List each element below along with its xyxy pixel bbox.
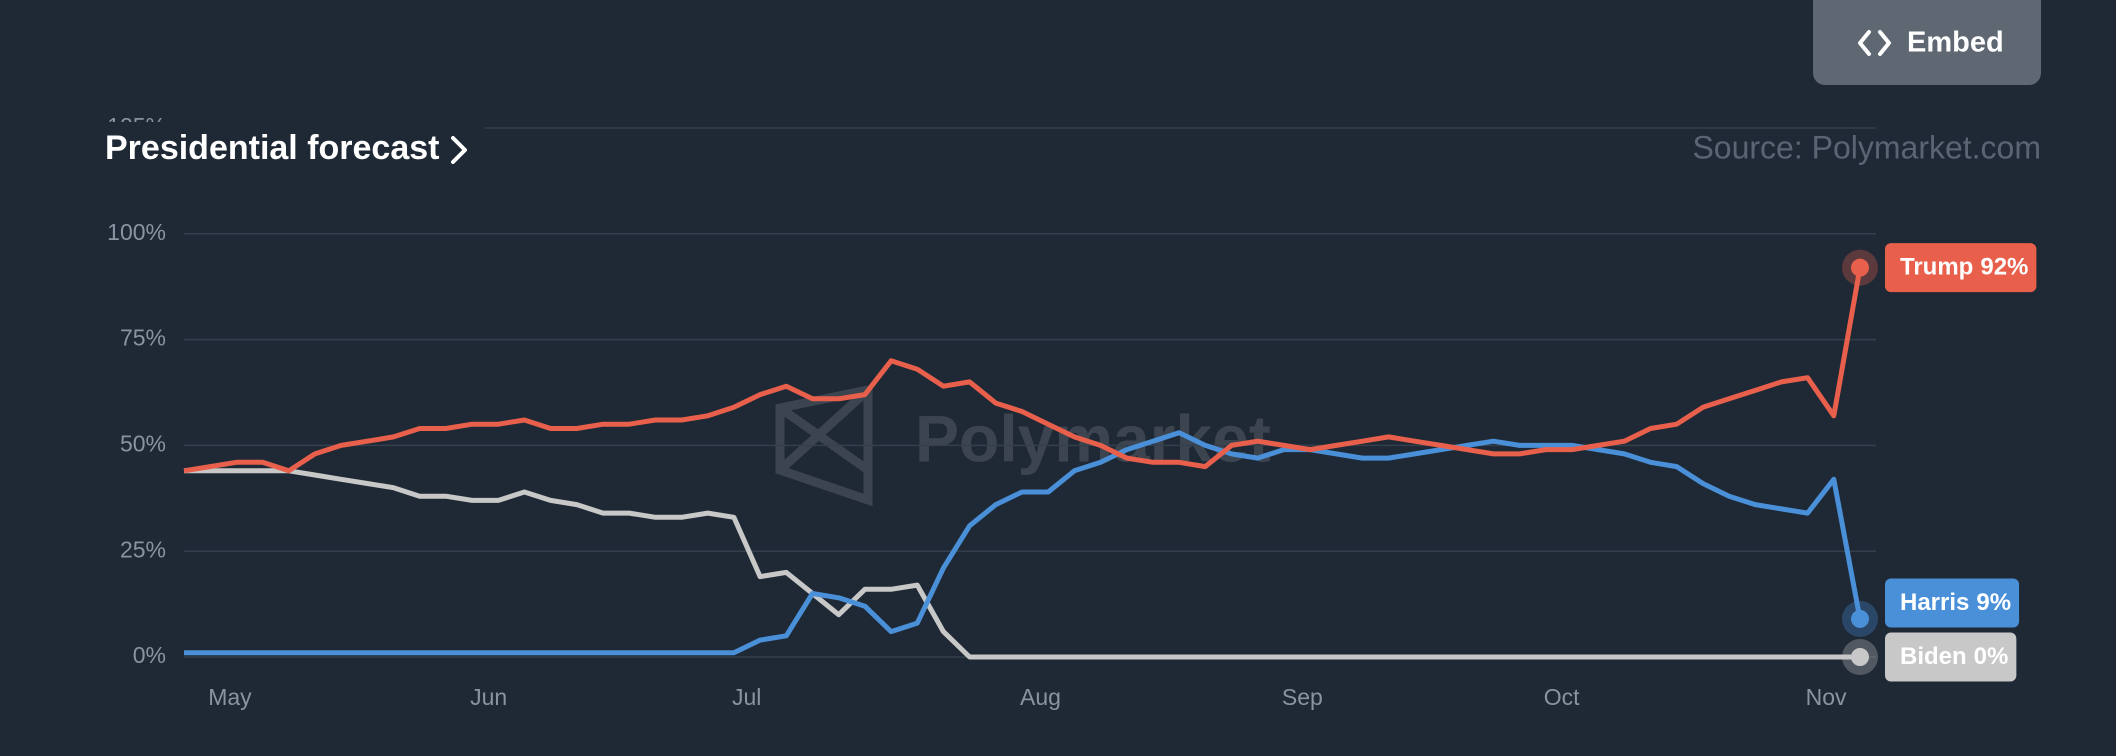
end-label-bg — [1885, 632, 2017, 682]
series-name: Trump — [1900, 254, 1973, 281]
y-tick-label: 25% — [120, 536, 166, 562]
end-label-text: Biden 0% — [1900, 643, 2008, 670]
value-label: 92% — [1980, 254, 2028, 281]
end-label: Trump 92% — [1885, 243, 2037, 293]
title-chevron[interactable] — [451, 136, 467, 164]
value-label: 0% — [1974, 643, 2009, 670]
end-dot — [1851, 648, 1869, 666]
y-tick-label: 75% — [120, 325, 166, 351]
x-tick-label: May — [208, 684, 252, 710]
end-label: Biden 0% — [1885, 632, 2017, 682]
series-line — [184, 468, 1860, 660]
title-backdrop — [105, 122, 485, 178]
value-label: 9% — [1976, 589, 2011, 616]
end-label-text: Harris 9% — [1900, 589, 2011, 616]
end-label: Harris 9% — [1885, 578, 2020, 628]
x-tick-label: Jul — [732, 684, 761, 710]
end-label-text: Trump 92% — [1900, 254, 2028, 281]
chart-title: Presidential forecast — [105, 129, 439, 167]
embed-button[interactable]: Embed — [1813, 0, 2041, 85]
x-tick-label: Jun — [470, 684, 507, 710]
watermark-logo — [775, 384, 873, 507]
y-tick-label: 50% — [120, 430, 166, 456]
embed-label[interactable]: Embed — [1907, 27, 2004, 59]
embed-icon[interactable] — [1858, 30, 1891, 56]
plot: 0%25%50%75%100%125%MayJunJulAugSepOctNov… — [107, 113, 2037, 710]
series-name: Harris — [1900, 589, 1969, 616]
end-label-bg — [1885, 243, 2037, 293]
embed-button-bg[interactable] — [1813, 0, 2041, 85]
series-name: Biden — [1900, 643, 1967, 670]
series-line — [183, 267, 1863, 474]
x-tick-label: Sep — [1282, 684, 1323, 710]
y-tick-label: 0% — [133, 642, 166, 668]
end-label-bg — [1885, 578, 2020, 628]
source-text: Source: Polymarket.com — [1692, 129, 2041, 165]
x-tick-label: Aug — [1020, 684, 1061, 710]
y-tick-label: 100% — [107, 219, 166, 245]
end-dot — [1851, 609, 1869, 628]
x-tick-label: Oct — [1544, 684, 1580, 710]
x-tick-label: Nov — [1806, 684, 1847, 710]
end-dot — [1851, 258, 1869, 277]
